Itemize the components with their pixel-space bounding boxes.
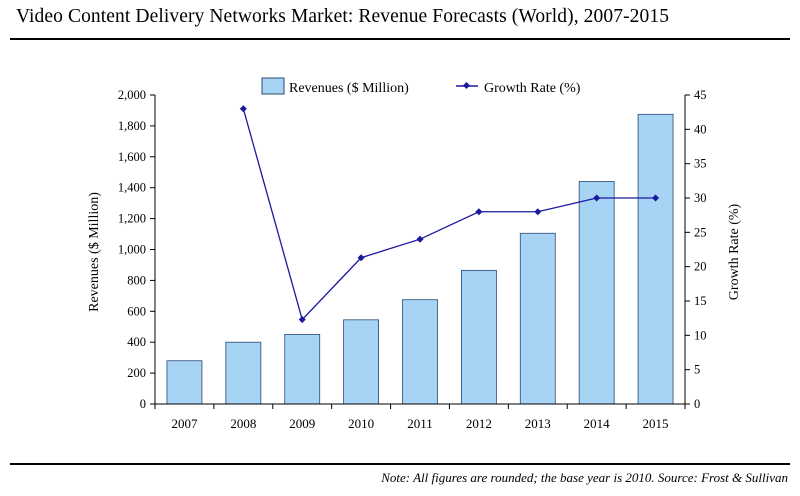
- y2-tick-label: 35: [694, 157, 707, 171]
- y2-tick-label: 30: [694, 191, 707, 205]
- legend-label-revenues: Revenues ($ Million): [289, 81, 409, 96]
- y-tick-label: 200: [127, 366, 146, 380]
- y-tick-label: 400: [127, 335, 146, 349]
- y2-tick-label: 15: [694, 294, 707, 308]
- x-tick-label: 2009: [289, 416, 315, 431]
- x-tick-label: 2010: [348, 416, 374, 431]
- bar-2012: [460, 269, 497, 405]
- x-tick-label: 2014: [584, 416, 611, 431]
- y-tick-label: 2,000: [118, 88, 146, 102]
- legend-marker-growth: [462, 81, 471, 90]
- bar-2009: [284, 334, 321, 405]
- bar-2014: [578, 181, 615, 405]
- x-tick-label: 2013: [525, 416, 551, 431]
- page-title: Video Content Delivery Networks Market: …: [16, 6, 670, 27]
- legend: Revenues ($ Million) Growth Rate (%): [261, 77, 581, 96]
- y-tick-label: 1,600: [118, 150, 146, 164]
- y2-axis-label: Growth Rate (%): [727, 203, 742, 300]
- y-tick-label: 1,400: [118, 181, 146, 195]
- growth-point-2012: [475, 208, 483, 216]
- bar-2007: [166, 360, 203, 405]
- growth-point-2015: [652, 194, 660, 202]
- bar-2015: [637, 113, 674, 405]
- source-note: Note: All figures are rounded; the base …: [381, 470, 788, 485]
- legend-label-growth: Growth Rate (%): [484, 81, 581, 96]
- y-tick-label: 800: [127, 273, 146, 287]
- growth-line-layer: [239, 105, 660, 324]
- y2-tick-label: 40: [694, 122, 707, 136]
- legend-swatch-revenues: [261, 77, 285, 95]
- bottom-rule: [10, 463, 790, 465]
- bar-2013: [519, 232, 556, 405]
- growth-rate-line: [242, 108, 656, 321]
- growth-point-2009: [298, 316, 306, 324]
- axes-layer: 02004006008001,0001,2001,4001,6001,8002,…: [118, 88, 707, 431]
- x-tick-label: 2015: [643, 416, 669, 431]
- y2-tick-label: 20: [694, 260, 707, 274]
- growth-point-2011: [416, 235, 424, 243]
- bar-2010: [343, 319, 380, 405]
- y-tick-label: 600: [127, 304, 146, 318]
- growth-point-2014: [593, 194, 601, 202]
- y2-tick-label: 25: [694, 225, 707, 239]
- y-tick-label: 1,800: [118, 119, 146, 133]
- y2-tick-label: 10: [694, 328, 707, 342]
- bars-layer: [166, 113, 674, 405]
- y-tick-label: 1,200: [118, 212, 146, 226]
- y-tick-label: 0: [140, 397, 146, 411]
- bar-2011: [402, 299, 438, 405]
- top-rule: [10, 38, 790, 40]
- y-axis-label: Revenues ($ Million): [87, 192, 102, 312]
- x-tick-label: 2008: [230, 416, 256, 431]
- growth-point-2013: [534, 208, 542, 216]
- x-tick-label: 2012: [466, 416, 492, 431]
- y2-tick-label: 0: [694, 397, 700, 411]
- bar-2008: [225, 341, 262, 405]
- growth-point-2008: [239, 105, 247, 113]
- x-tick-label: 2011: [407, 416, 433, 431]
- x-tick-label: 2007: [171, 416, 198, 431]
- y2-tick-label: 45: [694, 88, 707, 102]
- y2-tick-label: 5: [694, 363, 700, 377]
- y-tick-label: 1,000: [118, 243, 146, 257]
- revenue-growth-chart: 02004006008001,0001,2001,4001,6001,8002,…: [87, 77, 742, 431]
